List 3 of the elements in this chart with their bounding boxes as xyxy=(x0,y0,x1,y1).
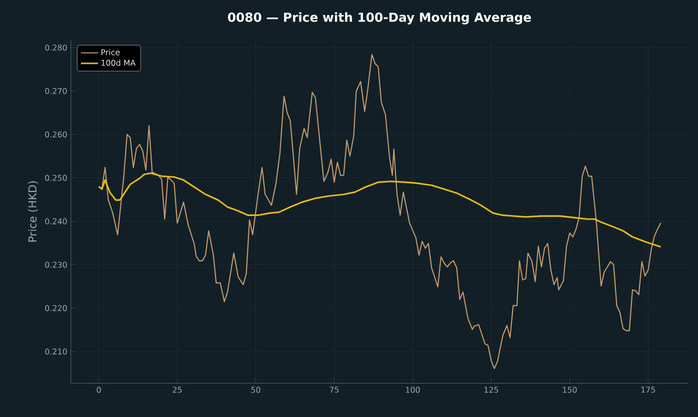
chart-title: 0080 — Price with 100-Day Moving Average xyxy=(228,12,531,24)
y-axis-title: Price (HKD) xyxy=(28,181,38,242)
line-series xyxy=(98,172,662,248)
